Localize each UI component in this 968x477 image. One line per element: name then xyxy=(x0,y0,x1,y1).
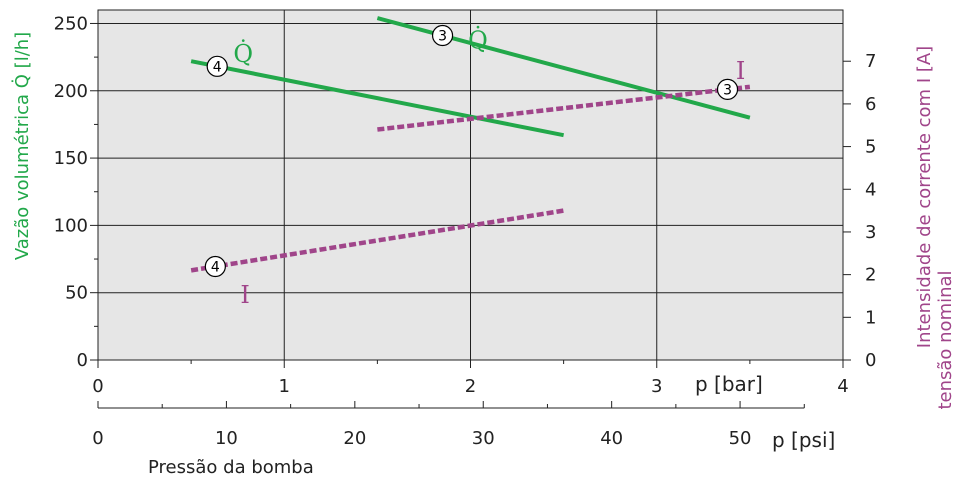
series-line-current-3 xyxy=(377,84,751,132)
x-bar-tick-label: 3 xyxy=(651,376,662,397)
series-marker-circle xyxy=(206,55,228,77)
y-right-tick-label: 3 xyxy=(865,222,876,243)
y-right-tick-label: 2 xyxy=(865,265,876,286)
y-left-tick-label: 50 xyxy=(65,283,88,304)
y-left-tick-label: 150 xyxy=(54,148,88,169)
series-marker-label: 4 xyxy=(213,59,222,75)
x-psi-tick-label: 40 xyxy=(600,428,623,449)
y-right-tick-label: 4 xyxy=(865,179,876,200)
y-right-tick-label: 0 xyxy=(865,350,876,371)
x-bar-tick-label: 1 xyxy=(279,376,290,397)
series-marker-label: 3 xyxy=(438,29,447,45)
series-tag-current: I xyxy=(240,281,249,309)
x-psi-tick-label: 30 xyxy=(472,428,495,449)
y-left-tick-label: 250 xyxy=(54,13,88,34)
y-left-tick-label: 200 xyxy=(54,81,88,102)
y-right-tick-label: 5 xyxy=(865,137,876,158)
x-unit-bar: p [bar] xyxy=(695,372,763,396)
series-marker-circle xyxy=(204,255,226,278)
series-marker-label: 3 xyxy=(723,82,732,98)
x-psi-tick-label: 50 xyxy=(729,428,752,449)
x-psi-tick-label: 0 xyxy=(92,428,103,449)
y-right-tick-label: 6 xyxy=(865,94,876,115)
x-psi-tick-label: 10 xyxy=(215,428,238,449)
x-axis-title: Pressão da bomba xyxy=(148,457,314,477)
series-marker-circle xyxy=(431,24,454,47)
x-bar-tick-label: 2 xyxy=(465,376,476,397)
series-tag-flow: Q̇ xyxy=(233,40,253,68)
y-right-tick-label: 7 xyxy=(865,51,876,72)
y-right-tick-label: 1 xyxy=(865,307,876,328)
series-tag-current: I xyxy=(736,57,745,85)
y-left-tick-label: 0 xyxy=(77,350,88,371)
left-axis-title: Vazão volumétrica Q̇ [l/h] xyxy=(12,32,33,260)
right-axis-title-line1: Intensidade de corrente com I [A] xyxy=(914,46,935,348)
y-left-tick-label: 100 xyxy=(54,215,88,236)
series-line-current-4 xyxy=(190,208,564,273)
x-bar-tick-label: 0 xyxy=(92,376,103,397)
x-unit-psi: p [psi] xyxy=(772,428,835,452)
x-bar-tick-label: 4 xyxy=(837,376,848,397)
x-psi-tick-label: 20 xyxy=(343,428,366,449)
series-marker-circle xyxy=(716,78,739,100)
series-tag-flow: Q̇ xyxy=(468,26,488,54)
right-axis-title-line2: tensão nominal xyxy=(935,270,956,409)
series-line-flow-4 xyxy=(190,59,565,138)
series-marker-label: 4 xyxy=(211,259,220,275)
